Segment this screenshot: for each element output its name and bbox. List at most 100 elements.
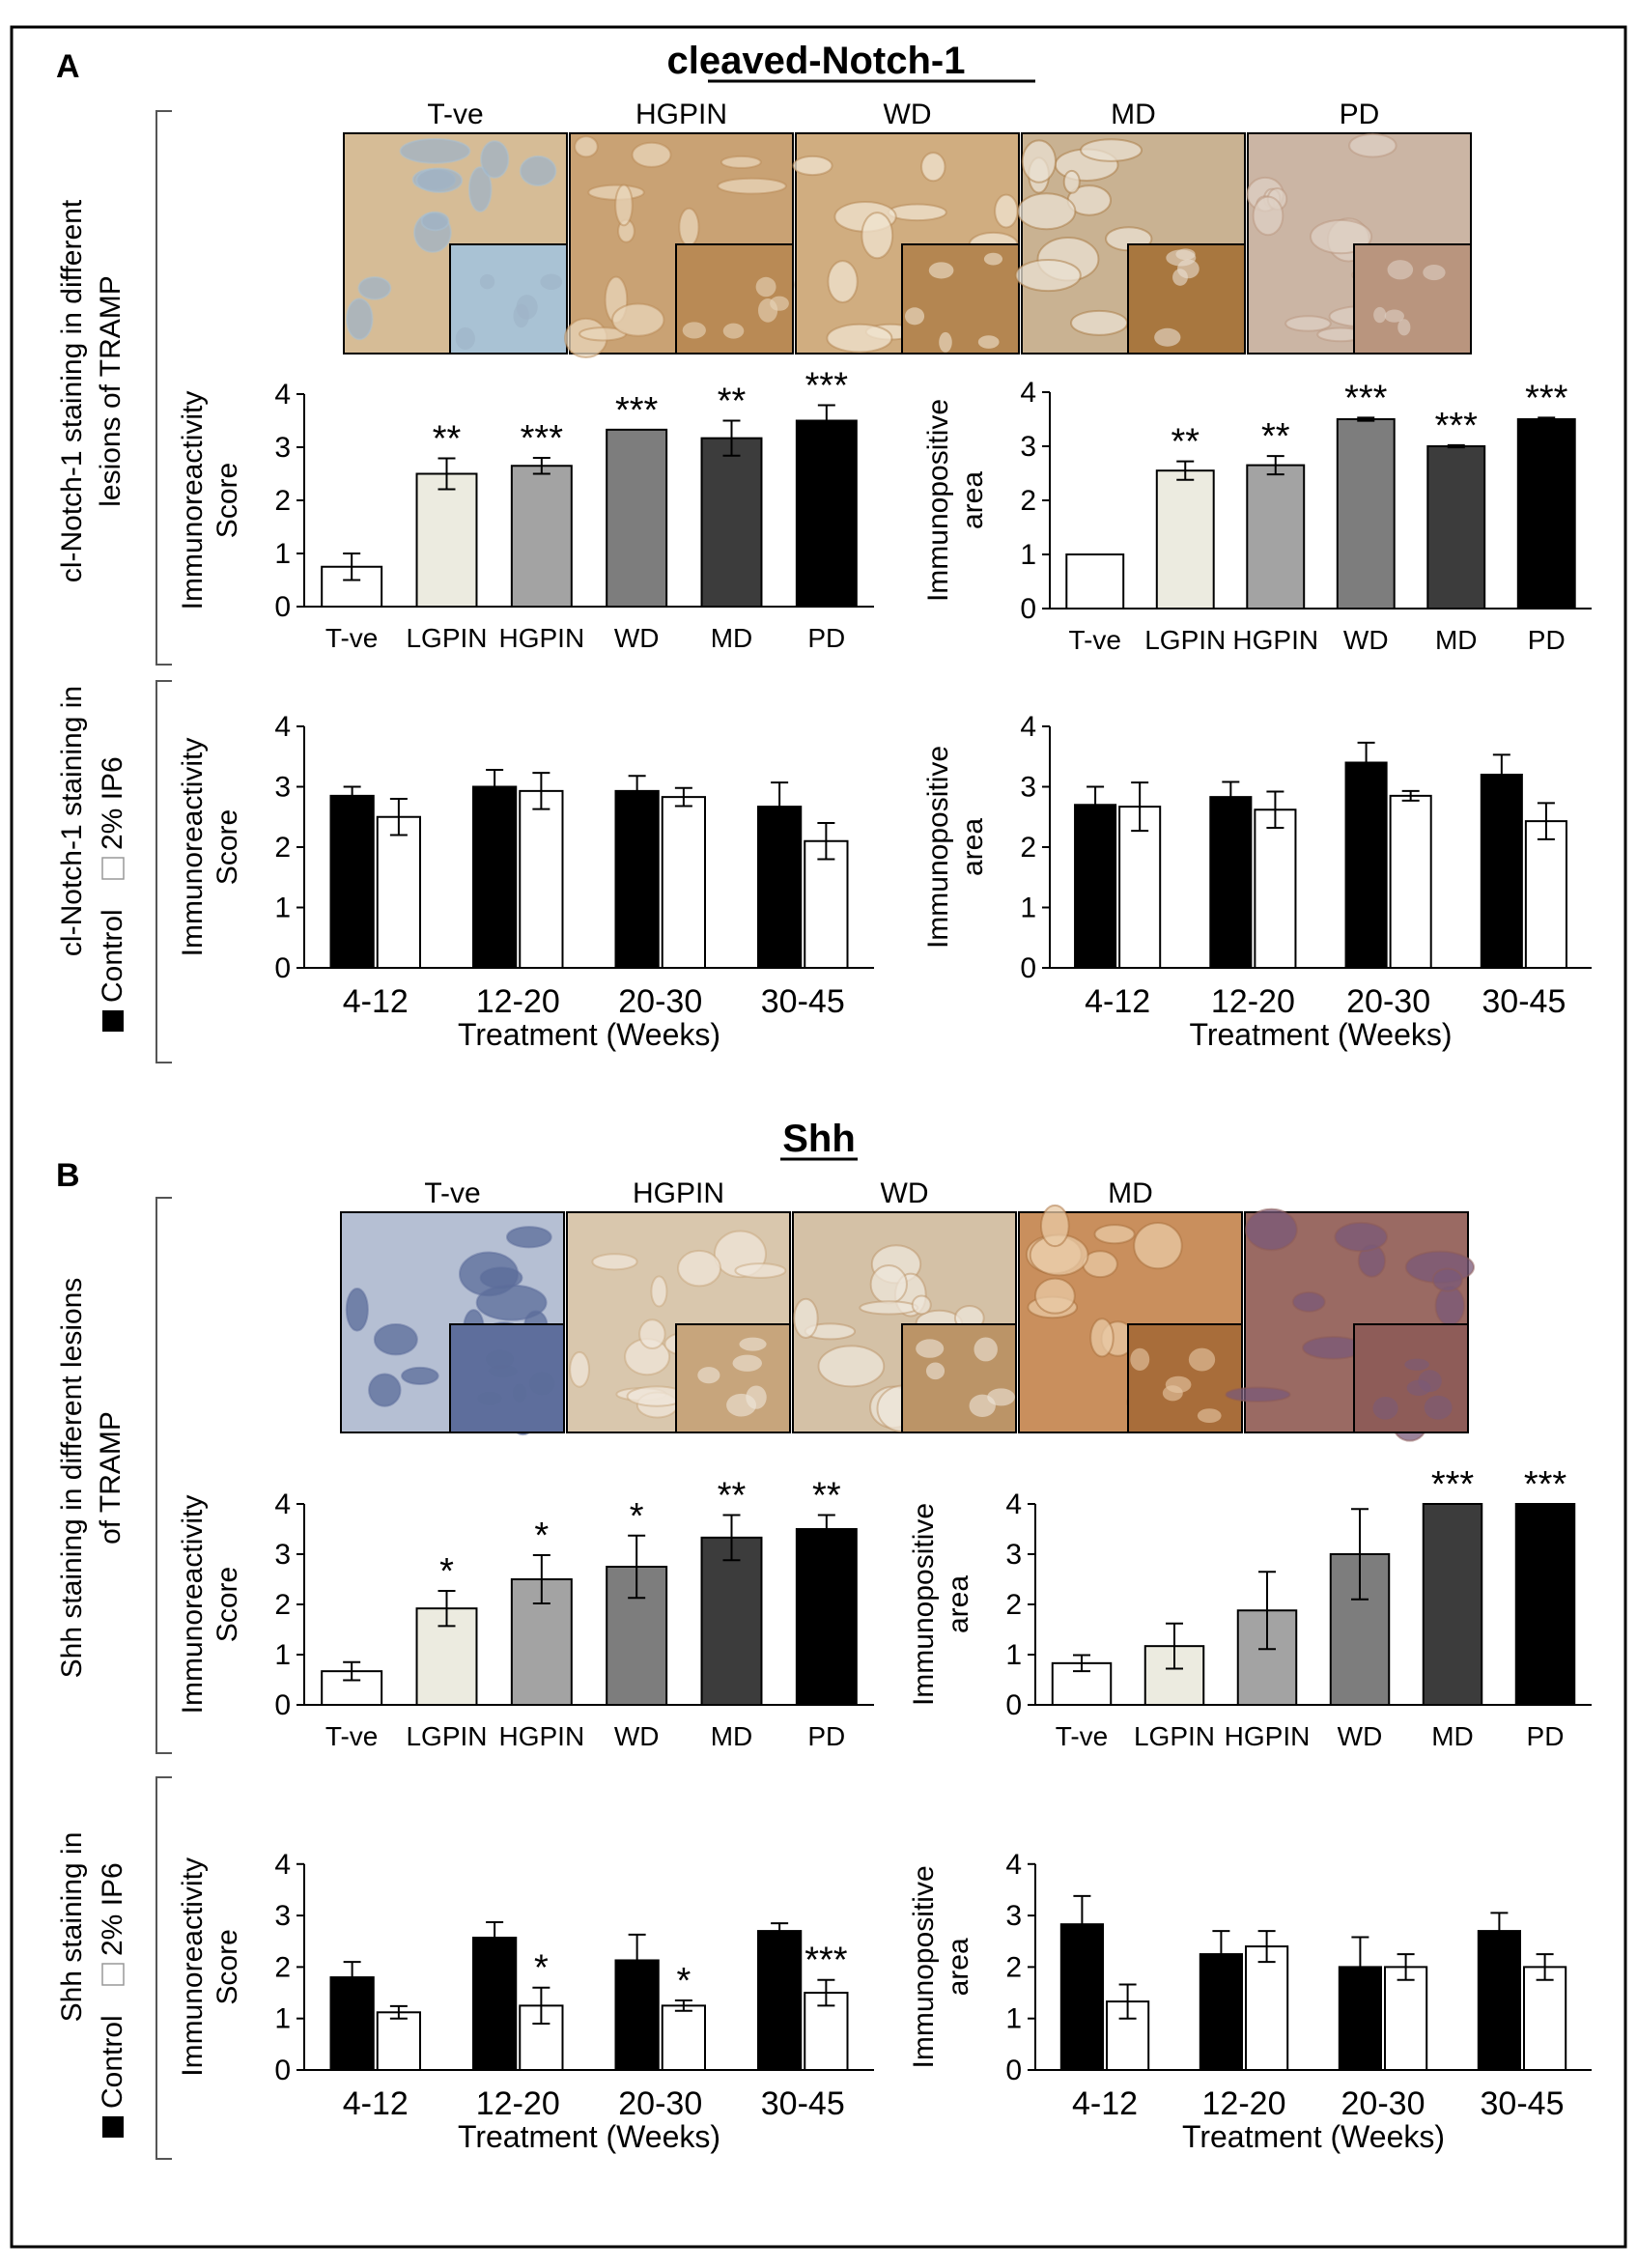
- micrograph-tissue: [994, 193, 1019, 229]
- significance-label: *: [534, 1948, 549, 1989]
- micrograph-tissue: [1089, 1318, 1115, 1358]
- micrograph-inset-cell: [925, 1362, 946, 1380]
- y-tick-label: 3: [274, 432, 291, 464]
- side-label-b-treatment: Shh staining in Control 2% IP6: [56, 1832, 128, 2138]
- micrograph-tissue: [920, 152, 946, 183]
- bar: [1523, 1966, 1567, 2072]
- x-tick-label: 4-12: [1072, 2085, 1138, 2122]
- y-tick-label: 1: [1020, 539, 1036, 571]
- x-tick-label: HGPIN: [498, 623, 584, 653]
- x-tick-label: 12-20: [476, 2085, 560, 2122]
- micrograph-tissue: [678, 207, 700, 247]
- x-axis-title: Treatment (Weeks): [458, 2119, 720, 2154]
- y-tick-label: 3: [1005, 1900, 1022, 1932]
- x-tick-label: PD: [1527, 1721, 1565, 1751]
- micrograph-inset-cell: [1197, 1408, 1222, 1424]
- y-axis-title: Immunopositive area: [908, 1503, 974, 1706]
- micrograph-tissue: [591, 1253, 638, 1271]
- y-tick-label: 2: [1020, 832, 1036, 864]
- x-tick-label: T-ve: [325, 1721, 378, 1751]
- y-tick-label: 3: [274, 772, 291, 804]
- micrograph-inset-cell: [726, 1393, 757, 1417]
- x-tick-label: LGPIN: [1144, 625, 1226, 655]
- side-label-b-lesions-line1: Shh staining in different lesions: [56, 1278, 88, 1679]
- y-tick-label: 4: [274, 1849, 291, 1881]
- bar: [1384, 1966, 1428, 2072]
- x-tick-label: LGPIN: [406, 1721, 487, 1751]
- bar: [519, 789, 564, 969]
- x-axis-title: Treatment (Weeks): [1182, 2119, 1445, 2154]
- y-axis-title: Immunoreactivity Score: [177, 738, 243, 957]
- y-tick-label: 1: [1005, 2003, 1022, 2035]
- x-axis-title: Treatment (Weeks): [1189, 1017, 1452, 1052]
- micrograph-tissue: [631, 141, 672, 168]
- micrograph-tissue: [1033, 1277, 1076, 1315]
- micrograph-tissue: [1080, 138, 1143, 162]
- bar: [661, 796, 706, 969]
- chart-b-treatment-area: 0 1 2 3 4 Immunopositive area 4-12 12-20 20-30 30-…: [908, 1849, 1592, 2154]
- micrograph-tissue: [826, 323, 893, 354]
- micrograph-label: WD: [881, 1177, 929, 1209]
- micrograph-inset-cell: [1154, 327, 1181, 347]
- x-tick-label: T-ve: [325, 623, 378, 653]
- bar: [804, 839, 849, 969]
- micrograph-label: HGPIN: [633, 1177, 724, 1209]
- micrograph-inset: [1353, 1323, 1469, 1433]
- bar: [415, 472, 478, 608]
- y-tick-label: 1: [274, 2003, 291, 2035]
- micrograph-inset-cell: [983, 252, 1003, 266]
- significance-label: **: [433, 419, 462, 460]
- y-axis-title-line2: area: [943, 1575, 974, 1633]
- legend-ip6-label-b: 2% IP6: [97, 1862, 128, 1956]
- micrograph-tissue: [415, 167, 464, 194]
- micrograph-tissue: [888, 203, 947, 222]
- y-axis-title-line2: Score: [212, 1929, 243, 2004]
- panel-a-title: cleaved-Notch-1: [667, 40, 966, 82]
- x-tick-label: 4-12: [1085, 983, 1150, 1020]
- micrograph-tissue: [399, 137, 471, 164]
- bar: [510, 465, 573, 608]
- significance-label: ***: [615, 390, 659, 431]
- x-tick-label: WD: [1343, 625, 1389, 655]
- y-tick-label: 4: [1005, 1849, 1022, 1881]
- x-tick-label: 20-30: [1346, 983, 1430, 1020]
- micrograph-inset-cell: [1406, 1379, 1431, 1397]
- micrograph-tissue: [1284, 315, 1332, 332]
- y-tick-label: 3: [1020, 431, 1036, 463]
- micrograph-tissue: [519, 155, 557, 186]
- side-label-a-lesions: cl-Notch-1 staining in different lesions…: [56, 199, 127, 582]
- x-tick-label: 30-45: [761, 2085, 845, 2122]
- micrograph-inset-cell: [1404, 1358, 1429, 1371]
- micrograph-inset-cell: [974, 1337, 998, 1362]
- x-tick-label: 20-30: [618, 983, 702, 1020]
- micrograph-inset-cell: [1162, 1385, 1183, 1402]
- significance-label: **: [812, 1475, 841, 1516]
- x-tick-label: 4-12: [343, 983, 409, 1020]
- x-tick-label: 12-20: [1211, 983, 1295, 1020]
- bar: [1245, 1945, 1289, 2071]
- micrograph-inset-cell: [477, 1391, 502, 1405]
- micrograph-tissue: [475, 1284, 548, 1321]
- y-axis-title-line1: Immunoreactivity: [177, 738, 209, 957]
- figure-border: [10, 25, 1627, 2249]
- bar: [376, 2011, 421, 2071]
- micrograph-inset-cell: [739, 1337, 767, 1351]
- legend-control-label-b: Control: [97, 2015, 128, 2109]
- micrograph-tissue: [717, 177, 787, 195]
- significance-label: ***: [1524, 1464, 1567, 1505]
- side-label-b-lesions: Shh staining in different lesions of TRA…: [56, 1278, 127, 1679]
- micrograph-inset-cell: [1397, 319, 1411, 336]
- micrograph-tissue: [1252, 195, 1284, 237]
- x-tick-label: WD: [614, 623, 660, 653]
- micrograph-label: HGPIN: [635, 99, 727, 130]
- bracket-a-lesions: [155, 110, 172, 666]
- y-tick-label: 3: [274, 1539, 291, 1571]
- micrograph-inset-cell: [682, 322, 706, 339]
- micrograph-tissue: [1434, 1285, 1466, 1326]
- micrograph-tissue: [869, 1264, 908, 1305]
- bracket-b-lesions: [155, 1197, 172, 1754]
- y-tick-label: 4: [1005, 1488, 1022, 1520]
- micrograph-inset-cell: [479, 273, 495, 290]
- chart-a-lesion-area: 0 1 2 3 4 Immunopositive area T-ve ** LGPIN ** HGPI…: [922, 377, 1592, 655]
